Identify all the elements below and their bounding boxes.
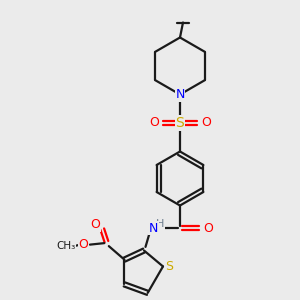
- Text: N: N: [149, 221, 158, 235]
- Text: O: O: [203, 221, 213, 235]
- Text: S: S: [166, 260, 174, 273]
- Text: CH₃: CH₃: [56, 241, 76, 251]
- Text: S: S: [176, 116, 184, 130]
- Text: H: H: [156, 219, 164, 230]
- Text: O: O: [149, 116, 159, 130]
- Text: O: O: [201, 116, 211, 130]
- Text: O: O: [78, 238, 88, 250]
- Text: O: O: [91, 218, 100, 231]
- Text: N: N: [175, 88, 185, 101]
